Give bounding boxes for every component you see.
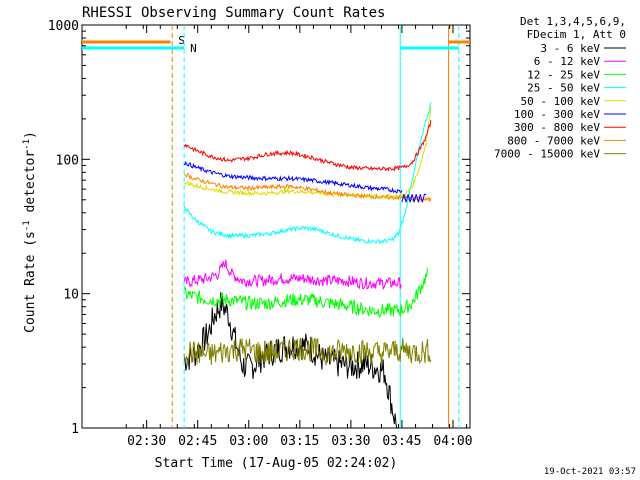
- x-tick-label: 02:45: [178, 434, 217, 449]
- x-tick-label: 03:30: [331, 434, 370, 449]
- x-tick-label: 03:45: [382, 434, 421, 449]
- series-line: [183, 267, 428, 319]
- y-label-sup2: -1: [22, 139, 32, 150]
- y-label-sup1: -1: [22, 220, 32, 231]
- y-tick-label: 100: [56, 153, 79, 168]
- y-label-end: ): [23, 131, 38, 139]
- y-axis-label: Count Rate (s-1 detector-1): [22, 131, 38, 333]
- series-line: [183, 160, 403, 194]
- legend-label: 12 - 25 keV: [527, 68, 600, 81]
- plot-frame: [81, 24, 471, 429]
- x-tick-label: 03:15: [280, 434, 319, 449]
- series-line: [184, 173, 432, 203]
- y-label-mid: detector: [23, 150, 38, 221]
- legend-label: 25 - 50 keV: [527, 82, 600, 95]
- legend-label: 300 - 800 keV: [514, 121, 600, 134]
- series-line: [183, 102, 432, 245]
- series-line: [183, 337, 432, 366]
- y-label-main: Count Rate (s: [23, 231, 38, 333]
- timestamp: 19-Oct-2021 03:57: [544, 467, 636, 477]
- chart-title: RHESSI Observing Summary Count Rates: [82, 5, 385, 21]
- marker-label: N: [190, 42, 197, 55]
- x-axis-label: Start Time (17-Aug-05 02:24:02): [155, 456, 398, 471]
- x-tick-label: 03:00: [229, 434, 268, 449]
- series-layer: [183, 102, 432, 429]
- y-tick-label: 1000: [48, 19, 79, 34]
- legend-label: 100 - 300 keV: [514, 108, 600, 121]
- legend-label: 800 - 7000 keV: [507, 134, 600, 147]
- legend-label: 7000 - 15000 keV: [494, 148, 600, 161]
- x-axis: 02:30 02:45 03:00 03:15 03:30 03:45 04:00: [125, 25, 473, 449]
- series-line: [183, 120, 432, 172]
- y-tick-label: 1: [71, 422, 79, 437]
- time-markers: SN: [82, 25, 470, 428]
- x-tick-label: 04:00: [433, 434, 472, 449]
- legend-header-1: Det 1,3,4,5,6,9,: [520, 15, 626, 28]
- legend-label: 6 - 12 keV: [534, 55, 601, 68]
- series-line: [183, 259, 402, 291]
- y-axis: 1 10 100 1000: [48, 19, 470, 437]
- series-line: [183, 106, 432, 200]
- legend-header-2: FDecim 1, Att 0: [527, 28, 626, 41]
- x-tick-label: 02:30: [127, 434, 166, 449]
- y-tick-label: 10: [63, 288, 79, 303]
- legend-label: 3 - 6 keV: [540, 42, 600, 55]
- marker-label: S: [178, 34, 185, 47]
- legend-label: 50 - 100 keV: [521, 95, 601, 108]
- series-line-tail: [401, 193, 427, 203]
